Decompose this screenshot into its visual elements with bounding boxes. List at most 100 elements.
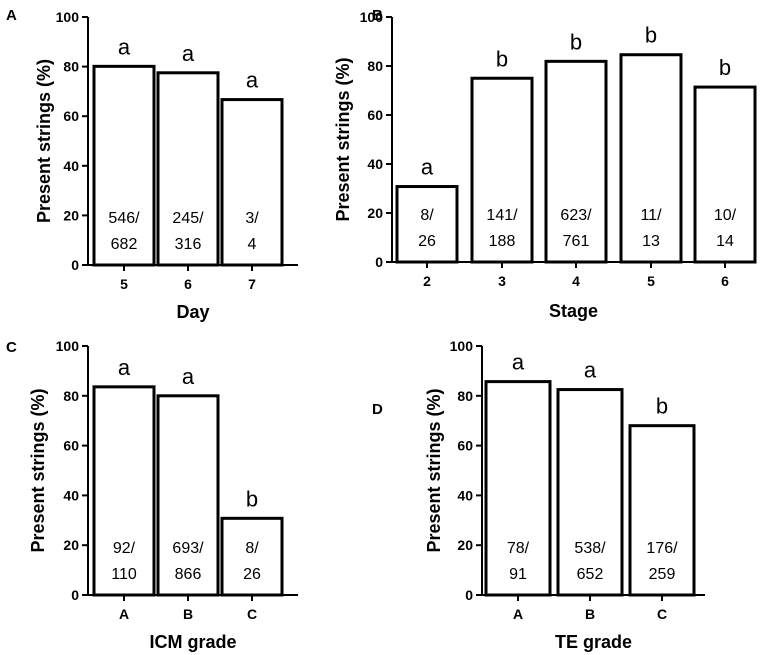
panel-c-significance-letter: b xyxy=(246,486,258,511)
panel-c-count-numerator: 92/ xyxy=(113,540,136,557)
panel-d-count-denominator: 91 xyxy=(509,566,527,583)
panel-c-y-tick-label: 100 xyxy=(56,338,80,354)
panel-c-bar-a xyxy=(92,385,156,597)
panel-d-x-tick-label: C xyxy=(657,606,667,622)
panel-d-count-numerator: 78/ xyxy=(507,540,530,557)
panel-d-x-axis-title: TE grade xyxy=(555,632,632,652)
panel-d-count-numerator: 538/ xyxy=(574,540,606,557)
panel-c-y-tick-label: 80 xyxy=(63,388,79,404)
panel-a-count-denominator: 316 xyxy=(175,236,202,253)
panel-a-significance-letter: a xyxy=(118,34,131,59)
panel-d-count-denominator: 259 xyxy=(649,566,676,583)
panel-c-x-axis-title: ICM grade xyxy=(149,632,236,652)
panel-a-y-tick-label: 80 xyxy=(63,59,79,75)
panel-a-count-denominator: 682 xyxy=(111,236,138,253)
panel-d-y-tick-label: 40 xyxy=(457,487,473,503)
panel-a-x-axis-title: Day xyxy=(176,302,209,322)
panel-b-bar-2 xyxy=(395,185,459,264)
panel-a-bar-5 xyxy=(92,64,156,267)
panel-c-y-tick-label: 0 xyxy=(71,587,79,603)
panel-c-count-denominator: 866 xyxy=(175,566,202,583)
panel-c-count-numerator: 693/ xyxy=(172,540,204,557)
panel-b-count-denominator: 188 xyxy=(489,233,516,250)
panel-b-significance-letter: a xyxy=(421,155,434,180)
panel-a-count-numerator: 245/ xyxy=(172,210,204,227)
panel-b-y-tick-label: 40 xyxy=(367,156,383,172)
panel-d-significance-letter: a xyxy=(512,350,525,375)
panel-a-count-numerator: 546/ xyxy=(108,210,140,227)
panel-d-x-tick-label: A xyxy=(513,606,523,622)
panel-c-x-tick-label: A xyxy=(119,606,129,622)
panel-a-significance-letter: a xyxy=(246,68,259,93)
panel-d-significance-letter: a xyxy=(584,358,597,383)
panel-d-bar-b xyxy=(556,388,624,597)
panel-a-count-numerator: 3/ xyxy=(245,210,259,227)
panel-a-significance-letter: a xyxy=(182,41,195,66)
panel-b-y-tick-label: 0 xyxy=(375,254,383,270)
panel-d-y-tick-label: 100 xyxy=(450,338,474,354)
panel-letter-b: B xyxy=(372,7,383,24)
panel-c-y-tick-label: 60 xyxy=(63,438,79,454)
panel-a-y-tick-label: 100 xyxy=(56,9,80,25)
panel-letter-d: D xyxy=(372,401,383,418)
panel-b-y-tick-label: 80 xyxy=(367,58,383,74)
panel-a-y-tick-label: 20 xyxy=(63,207,79,223)
panel-b-count-numerator: 141/ xyxy=(486,207,518,224)
panel-a-y-tick-label: 0 xyxy=(71,257,79,273)
panel-b-y-tick-label: 60 xyxy=(367,107,383,123)
panel-c-count-denominator: 26 xyxy=(243,566,261,583)
panel-a-x-tick-label: 6 xyxy=(184,276,192,292)
panel-c-y-tick-label: 20 xyxy=(63,537,79,553)
panel-c-count-numerator: 8/ xyxy=(245,540,259,557)
panel-b-x-tick-label: 5 xyxy=(647,273,655,289)
panel-b-count-denominator: 761 xyxy=(563,233,590,250)
panel-d-count-numerator: 176/ xyxy=(646,540,678,557)
panel-d-bar-c xyxy=(628,424,696,597)
panel-d-y-tick-label: 80 xyxy=(457,388,473,404)
panel-b-y-tick-label: 100 xyxy=(360,9,384,25)
panel-a-y-axis-title: Present strings (%) xyxy=(34,59,54,223)
panel-d-y-tick-label: 0 xyxy=(465,587,473,603)
panel-d-bar-a xyxy=(484,380,552,597)
panel-a-x-tick-label: 7 xyxy=(248,276,256,292)
panel-b-significance-letter: b xyxy=(570,29,582,54)
panel-b-count-denominator: 14 xyxy=(716,233,734,250)
panel-letter-a: A xyxy=(6,7,17,24)
panel-b-y-axis-title: Present strings (%) xyxy=(333,57,353,221)
panel-b-bar-5 xyxy=(619,53,683,264)
panel-d-y-tick-label: 20 xyxy=(457,537,473,553)
panel-c-count-denominator: 110 xyxy=(111,566,137,583)
panel-a-y-tick-label: 40 xyxy=(63,158,79,174)
panel-b-bar-3 xyxy=(470,76,534,264)
panel-d-y-tick-label: 60 xyxy=(457,438,473,454)
panel-c-bar-c xyxy=(220,516,284,597)
panel-b-count-numerator: 10/ xyxy=(714,207,737,224)
panel-b-x-tick-label: 2 xyxy=(423,273,431,289)
panel-b-significance-letter: b xyxy=(645,23,657,48)
panel-c-significance-letter: a xyxy=(182,364,195,389)
panel-b-count-numerator: 623/ xyxy=(560,207,592,224)
panel-a-y-tick-label: 60 xyxy=(63,108,79,124)
panel-d-count-denominator: 652 xyxy=(577,566,604,583)
panel-b-x-tick-label: 6 xyxy=(721,273,729,289)
panel-b-x-tick-label: 4 xyxy=(572,273,580,289)
panel-c-bar-b xyxy=(156,394,220,597)
panel-b-x-axis-title: Stage xyxy=(549,301,598,321)
panel-c-x-tick-label: B xyxy=(183,606,193,622)
panel-d-y-axis-title: Present strings (%) xyxy=(424,388,444,552)
panel-b-count-numerator: 8/ xyxy=(420,207,434,224)
panel-d-significance-letter: b xyxy=(656,394,668,419)
panel-c-x-tick-label: C xyxy=(247,606,257,622)
panel-b-count-denominator: 26 xyxy=(418,233,436,250)
panel-b-x-tick-label: 3 xyxy=(498,273,506,289)
panel-b-y-tick-label: 20 xyxy=(367,205,383,221)
panel-a-x-tick-label: 5 xyxy=(120,276,128,292)
panel-d-x-tick-label: B xyxy=(585,606,595,622)
panel-c-y-axis-title: Present strings (%) xyxy=(28,388,48,552)
panel-b-count-denominator: 13 xyxy=(642,233,660,250)
panel-c-significance-letter: a xyxy=(118,355,131,380)
panel-a-count-denominator: 4 xyxy=(248,236,257,253)
panel-b-significance-letter: b xyxy=(719,55,731,80)
panel-c-y-tick-label: 40 xyxy=(63,487,79,503)
